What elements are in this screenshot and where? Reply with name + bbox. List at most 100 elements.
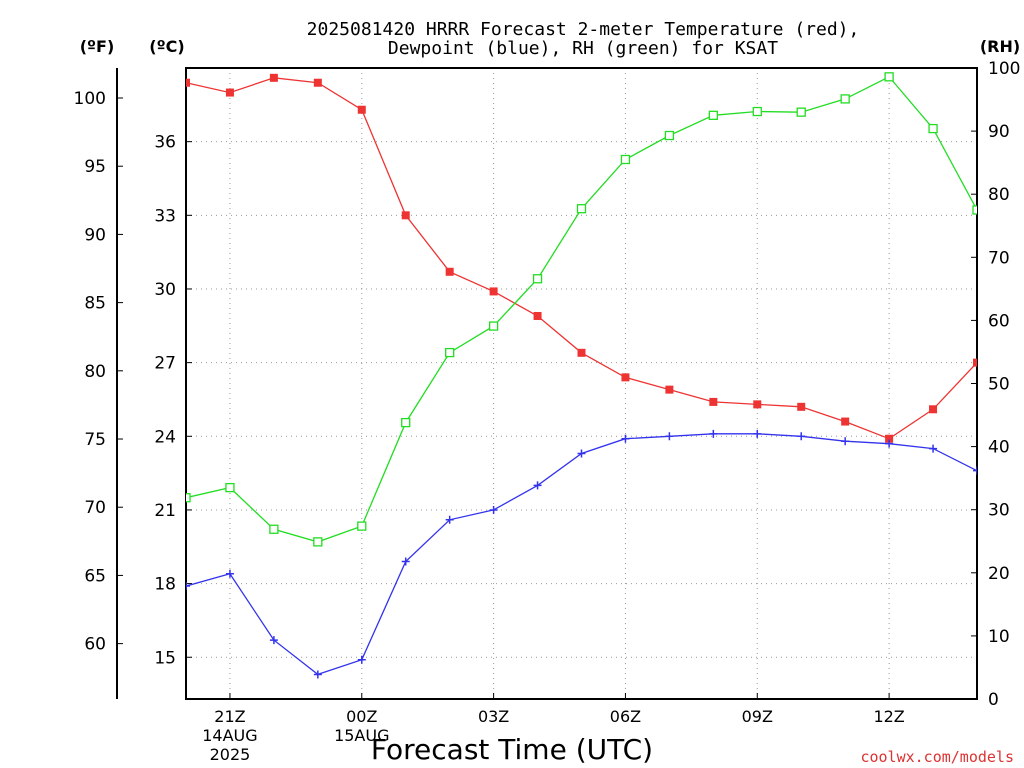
rh-point xyxy=(928,123,938,134)
rh-point xyxy=(401,417,411,428)
dewpoint-point xyxy=(445,515,454,524)
celsius-tick-label: 36 xyxy=(154,133,176,153)
temperature-point xyxy=(269,73,278,82)
fahrenheit-tick-label: 85 xyxy=(84,294,106,314)
dewpoint-point xyxy=(489,505,498,514)
rh-tick-label: 90 xyxy=(988,122,1010,142)
rh-point xyxy=(796,107,806,117)
rh-point xyxy=(664,130,675,141)
fahrenheit-tick-label: 90 xyxy=(84,225,106,245)
celsius-tick-label: 15 xyxy=(154,648,176,668)
celsius-tick-label: 30 xyxy=(154,280,176,300)
rh-tick-label: 0 xyxy=(988,690,999,710)
celsius-tick-label: 21 xyxy=(154,501,176,521)
rh-tick-label: 60 xyxy=(988,311,1010,331)
x-tick-sublabel: 14AUG xyxy=(202,726,257,745)
temperature-point xyxy=(929,405,938,414)
x-tick-label: 21Z xyxy=(214,707,245,726)
rh-line xyxy=(186,75,977,543)
fahrenheit-tick-label: 100 xyxy=(74,89,106,109)
rh-point xyxy=(972,205,977,215)
x-tick-sublabel: 15AUG xyxy=(334,726,389,745)
x-tick-label: 03Z xyxy=(478,707,509,726)
watermark: coolwx.com/models xyxy=(860,748,1014,766)
temperature-point xyxy=(533,311,542,320)
plot-frame xyxy=(185,67,978,700)
temperature-point xyxy=(797,402,806,411)
temperature-point xyxy=(753,400,762,409)
rh-point xyxy=(884,72,894,82)
rh-tick-label: 50 xyxy=(988,375,1010,395)
x-tick-label: 00Z xyxy=(346,707,377,726)
chart-plot-layer: 60 65 70 75 80 85 90 95 100 15 18 21 24 27 30 33 36 0 10 20… xyxy=(74,59,1021,764)
dewpoint-point xyxy=(841,437,850,446)
rh-point xyxy=(708,110,718,120)
rh-point xyxy=(752,106,762,117)
rh-point xyxy=(576,204,587,214)
temperature-point xyxy=(313,78,322,87)
dewpoint-point xyxy=(753,429,762,438)
temperature-point xyxy=(401,211,410,220)
dewpoint-point xyxy=(709,429,718,438)
fahrenheit-tick-label: 95 xyxy=(84,157,106,177)
rh-point xyxy=(840,94,850,104)
fahrenheit-axis-label: (ºF) xyxy=(80,37,115,56)
x-tick-sublabel: 2025 xyxy=(210,745,251,764)
temperature-series xyxy=(186,73,977,443)
rh-tick-label: 20 xyxy=(988,564,1010,584)
dewpoint-point xyxy=(533,481,542,490)
temperature-point xyxy=(445,267,454,276)
dewpoint-series xyxy=(186,429,977,679)
temperature-point xyxy=(577,348,586,357)
dewpoint-point xyxy=(313,670,322,679)
dewpoint-line xyxy=(186,433,977,676)
celsius-tick-label: 33 xyxy=(154,206,176,226)
rh-series xyxy=(186,72,977,547)
dewpoint-point xyxy=(621,434,630,443)
dewpoint-point xyxy=(401,557,410,566)
temperature-point xyxy=(973,358,977,367)
temperature-line xyxy=(186,77,977,440)
x-tick-label: 06Z xyxy=(610,707,641,726)
dewpoint-point xyxy=(665,432,674,441)
temperature-point xyxy=(225,88,234,97)
rh-point xyxy=(186,493,191,503)
temperature-point xyxy=(186,78,190,87)
rh-axis-label: (RH) xyxy=(980,37,1020,56)
fahrenheit-tick-label: 70 xyxy=(84,498,106,518)
dewpoint-point xyxy=(269,636,278,645)
celsius-tick-label: 24 xyxy=(154,427,176,447)
rh-point xyxy=(225,482,235,493)
temperature-point xyxy=(489,287,498,296)
x-tick-label: 12Z xyxy=(873,707,904,726)
rh-tick-label: 80 xyxy=(988,185,1010,205)
rh-tick-label: 70 xyxy=(988,248,1010,268)
dewpoint-point xyxy=(186,582,190,591)
temperature-point xyxy=(885,434,894,443)
temperature-point xyxy=(665,385,674,394)
chart-title-line2: Dewpoint (blue), RH (green) for KSAT xyxy=(388,38,778,59)
celsius-tick-label: 18 xyxy=(154,575,176,595)
x-tick-label: 09Z xyxy=(742,707,773,726)
rh-point xyxy=(313,537,323,547)
dewpoint-point xyxy=(577,449,586,458)
dewpoint-point xyxy=(885,439,894,448)
rh-point xyxy=(532,274,543,284)
rh-tick-label: 100 xyxy=(988,59,1020,79)
dewpoint-point xyxy=(929,444,938,453)
fahrenheit-tick-label: 75 xyxy=(84,430,106,450)
fahrenheit-tick-label: 65 xyxy=(84,566,106,586)
temperature-point xyxy=(621,373,630,382)
rh-point xyxy=(445,347,455,358)
rh-point xyxy=(620,154,631,165)
dewpoint-point xyxy=(797,432,806,441)
fahrenheit-tick-label: 80 xyxy=(84,362,106,382)
rh-tick-label: 30 xyxy=(988,501,1010,521)
dewpoint-point xyxy=(973,466,977,475)
rh-point xyxy=(269,524,279,534)
dewpoint-point xyxy=(357,655,366,664)
temperature-point xyxy=(709,397,718,406)
celsius-axis-label: (ºC) xyxy=(149,37,184,56)
fahrenheit-tick-label: 60 xyxy=(84,635,106,655)
